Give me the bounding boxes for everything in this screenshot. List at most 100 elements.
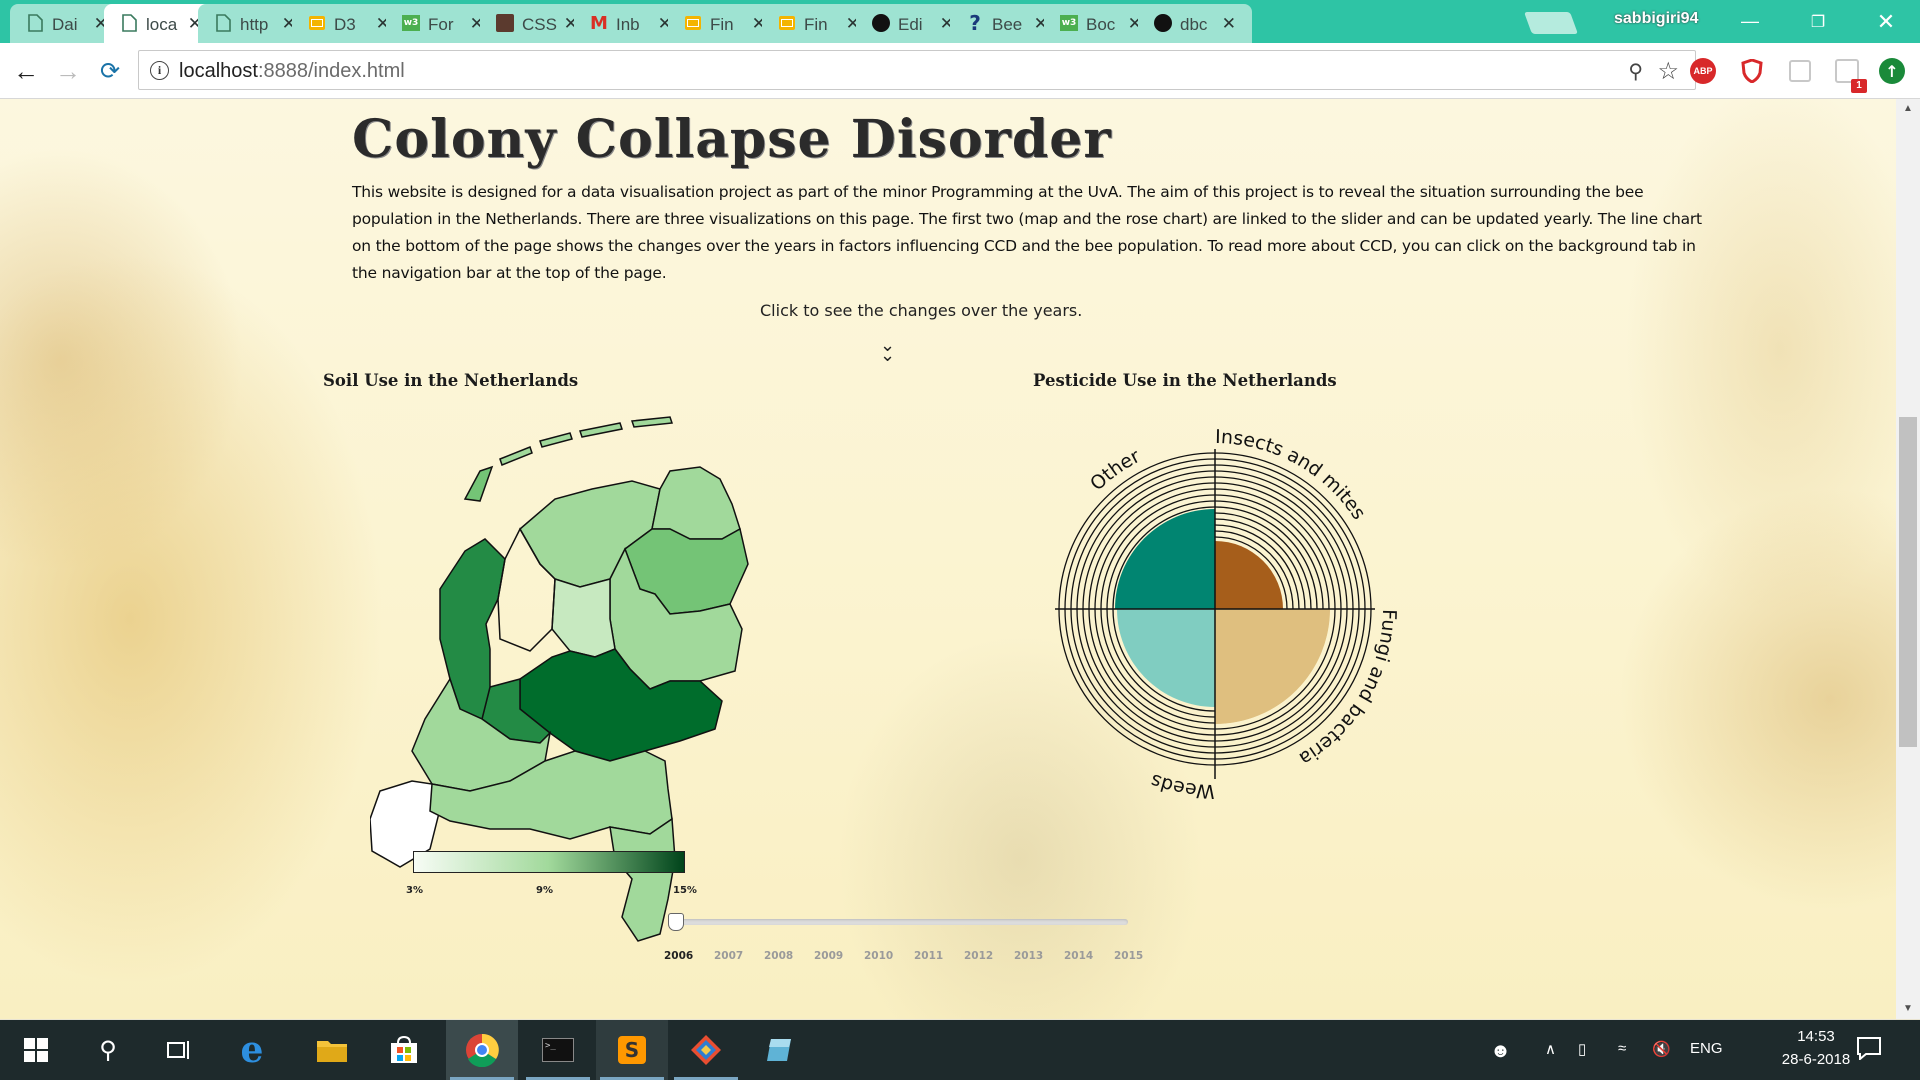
- windows-taskbar: ⚲ e >_ S ☻ ∧ ▯ ≈ 🔇 ENG 14:53 28-6-2018: [0, 1020, 1920, 1080]
- map-legend-gradient: [413, 851, 685, 873]
- year-slider-handle[interactable]: [668, 913, 684, 931]
- show-hidden-icons[interactable]: ∧: [1545, 1041, 1556, 1058]
- terminal-icon[interactable]: >_: [522, 1020, 594, 1080]
- sublime-text-icon[interactable]: S: [596, 1020, 668, 1080]
- rose-wedge-fungi-and-bacteria[interactable]: [1215, 609, 1330, 724]
- search-icon[interactable]: ⚲: [99, 1036, 117, 1064]
- changes-hint[interactable]: Click to see the changes over the years.: [760, 301, 1083, 320]
- browser-toolbar: ← → ⟳ i localhost:8888/index.html ⚲ ☆ AB…: [0, 43, 1920, 99]
- update-icon[interactable]: ↑: [1877, 56, 1907, 86]
- people-icon[interactable]: ☻: [1490, 1040, 1512, 1062]
- tab-title: Inb: [616, 15, 640, 34]
- wadden-island[interactable]: [463, 465, 494, 502]
- year-label[interactable]: 2006: [664, 950, 694, 962]
- province-groningen[interactable]: [651, 466, 741, 540]
- wadden-island[interactable]: [499, 446, 533, 466]
- year-label[interactable]: 2014: [1064, 950, 1094, 962]
- browser-tab-strip: Dai ✕ loca ✕ http ✕ D3 ✕ w3 For ✕ CSS ✕ M Inb ✕ Fin ✕ Fin ✕…: [0, 0, 1920, 43]
- task-view-icon[interactable]: [144, 1020, 216, 1080]
- adblock-icon[interactable]: ABP: [1688, 56, 1718, 86]
- clock[interactable]: 14:53 28-6-2018: [1766, 1028, 1866, 1068]
- rose-wedge-other[interactable]: [1115, 509, 1215, 609]
- scroll-up-icon[interactable]: ▲: [1903, 103, 1913, 114]
- province-limburg[interactable]: [609, 817, 676, 942]
- wadden-island[interactable]: [539, 432, 573, 448]
- github-icon: [1154, 14, 1172, 32]
- avatar-icon: [496, 14, 514, 32]
- git-kraken-icon[interactable]: [670, 1020, 742, 1080]
- doc-icon: [26, 14, 44, 32]
- year-label[interactable]: 2007: [714, 950, 744, 962]
- new-tab-button[interactable]: [1523, 12, 1579, 34]
- close-tab-icon[interactable]: ✕: [1221, 14, 1236, 33]
- year-label[interactable]: 2008: [764, 950, 794, 962]
- browser-tab[interactable]: dbc ✕: [1138, 4, 1252, 43]
- map-title: Soil Use in the Netherlands: [323, 371, 579, 390]
- year-slider-track[interactable]: [676, 919, 1128, 925]
- profile-name[interactable]: sabbigiri94: [1614, 10, 1699, 27]
- tab-title: Boc: [1086, 15, 1116, 34]
- year-label[interactable]: 2009: [814, 950, 844, 962]
- netherlands-map: [370, 416, 749, 942]
- wifi-icon[interactable]: ≈: [1618, 1040, 1627, 1057]
- wadden-island[interactable]: [630, 416, 674, 428]
- tab-title: Fin: [710, 15, 734, 34]
- store-icon[interactable]: [368, 1020, 440, 1080]
- province-noord-brabant[interactable]: [429, 750, 673, 840]
- bookmark-star-icon[interactable]: ☆: [1657, 58, 1679, 85]
- tab-title: CSS: [522, 15, 557, 34]
- info-icon[interactable]: i: [150, 61, 169, 80]
- minimize-icon[interactable]: —: [1741, 11, 1759, 31]
- tab-title: loca: [146, 15, 178, 34]
- windows-start-icon[interactable]: [0, 1020, 72, 1080]
- shield-icon[interactable]: [1737, 56, 1767, 86]
- wadden-island[interactable]: [579, 422, 623, 438]
- battery-icon[interactable]: ▯: [1578, 1041, 1587, 1058]
- rose-wedge-weeds[interactable]: [1117, 609, 1215, 707]
- year-label[interactable]: 2015: [1114, 950, 1144, 962]
- tab-title: D3: [334, 15, 356, 34]
- file-explorer-icon[interactable]: [296, 1020, 368, 1080]
- address-bar[interactable]: i localhost:8888/index.html ⚲ ☆: [138, 50, 1696, 90]
- year-label[interactable]: 2013: [1014, 950, 1044, 962]
- notification-badge: 1: [1851, 79, 1867, 93]
- url-text[interactable]: localhost:8888/index.html: [179, 60, 405, 83]
- page-scrollbar[interactable]: ▲ ▼: [1896, 99, 1920, 1019]
- year-label[interactable]: 2012: [964, 950, 994, 962]
- restore-icon[interactable]: ❐: [1810, 13, 1826, 31]
- legend-label-mid: 9%: [536, 885, 553, 896]
- notification-extension-icon[interactable]: 1: [1832, 56, 1867, 93]
- volume-muted-icon[interactable]: 🔇: [1652, 1041, 1671, 1058]
- action-center-icon[interactable]: [1856, 1036, 1882, 1064]
- province-flevoland[interactable]: [551, 577, 616, 658]
- close-window-icon[interactable]: ✕: [1876, 8, 1896, 34]
- tab-title: Bee: [992, 15, 1023, 34]
- scroll-down-icon[interactable]: ▼: [1903, 1003, 1913, 1014]
- forward-icon[interactable]: →: [55, 55, 81, 86]
- question-icon: ?: [969, 11, 981, 35]
- zoom-icon[interactable]: ⚲: [1628, 61, 1643, 83]
- w3schools-icon: w3: [1060, 14, 1078, 32]
- chrome-icon[interactable]: [446, 1020, 518, 1080]
- back-icon[interactable]: ←: [13, 55, 39, 86]
- tab-title: Edi: [898, 15, 923, 34]
- tab-title: Fin: [804, 15, 828, 34]
- scrollbar-thumb[interactable]: [1899, 417, 1917, 747]
- province-gelderland[interactable]: [519, 648, 723, 762]
- tab-title: Dai: [52, 15, 78, 34]
- province-zeeland[interactable]: [370, 780, 441, 868]
- extension-icon[interactable]: [1785, 56, 1815, 86]
- abp-label: ABP: [1690, 58, 1716, 84]
- tab-title: dbc: [1180, 15, 1208, 34]
- language-indicator[interactable]: ENG: [1690, 1040, 1723, 1057]
- chevron-down-icon[interactable]: ⌄ ⌄: [880, 335, 896, 366]
- year-label[interactable]: 2010: [864, 950, 894, 962]
- rose-wedge-insects-and-mites[interactable]: [1215, 541, 1283, 609]
- year-label[interactable]: 2011: [914, 950, 944, 962]
- browser-tab[interactable]: Fin ✕: [762, 4, 876, 43]
- url-host: localhost: [179, 60, 258, 82]
- app-icon[interactable]: [744, 1020, 816, 1080]
- reload-icon[interactable]: ⟳: [99, 57, 121, 85]
- edge-icon[interactable]: e: [240, 1029, 264, 1071]
